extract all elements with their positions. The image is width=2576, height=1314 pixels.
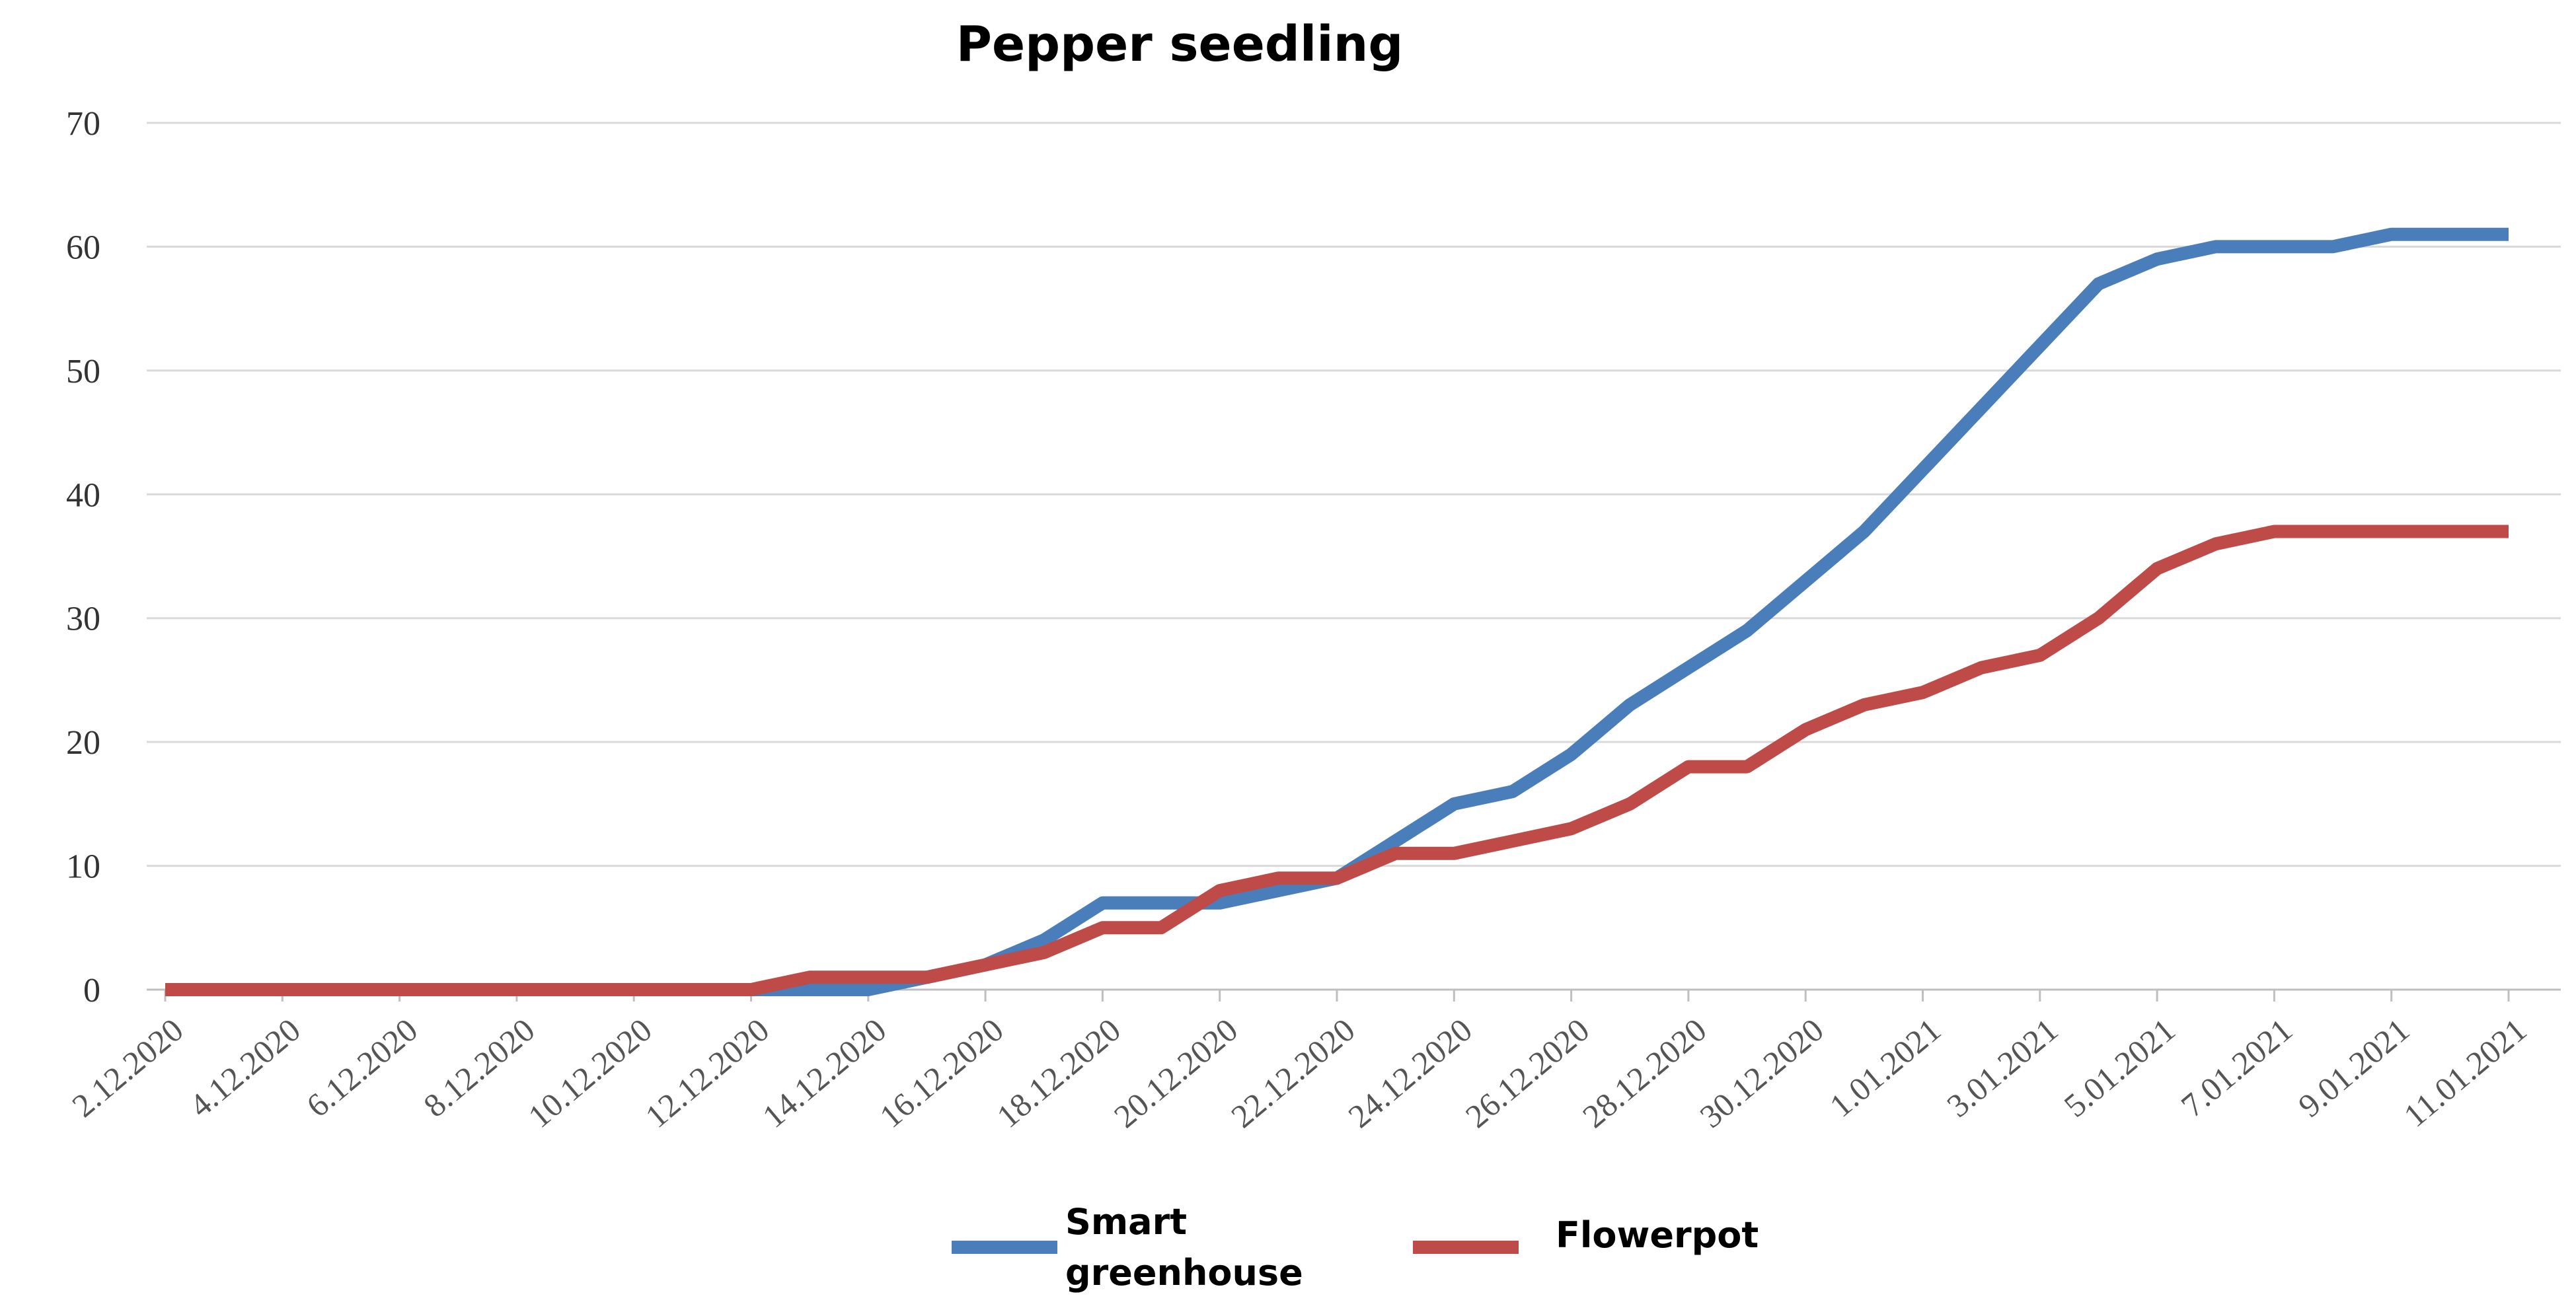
y-tick-label-50: 50 <box>66 353 100 390</box>
x-tick-label-15: 1.01.2021 <box>1823 1011 1948 1124</box>
gridlines <box>147 122 2561 867</box>
legend-item-smart-greenhouse: Smart greenhouse <box>952 1201 1303 1294</box>
x-tick-label-10: 22.12.2020 <box>1224 1011 1361 1135</box>
x-tick-label-11: 24.12.2020 <box>1342 1011 1479 1135</box>
x-axis-tick-labels: 2.12.20204.12.20206.12.20208.12.202010.1… <box>65 1011 2533 1135</box>
x-tick-label-2: 6.12.2020 <box>299 1011 424 1124</box>
x-tick-label-17: 5.01.2021 <box>2057 1011 2181 1124</box>
chart-title: Pepper seedling <box>956 16 1404 73</box>
x-tick-label-18: 7.01.2021 <box>2174 1011 2299 1124</box>
x-tick-label-9: 20.12.2020 <box>1107 1011 1244 1135</box>
y-tick-label-60: 60 <box>66 229 100 266</box>
x-tick-label-1: 4.12.2020 <box>182 1011 307 1124</box>
legend-label-smart-line2: greenhouse <box>1065 1252 1303 1294</box>
x-tick-label-16: 3.01.2021 <box>1940 1011 2065 1124</box>
x-tick-label-4: 10.12.2020 <box>521 1011 658 1135</box>
series-lines <box>165 227 2509 996</box>
y-tick-label-20: 20 <box>66 724 100 762</box>
y-tick-label-40: 40 <box>66 476 100 514</box>
y-tick-label-0: 0 <box>83 972 100 1009</box>
x-tick-label-8: 18.12.2020 <box>990 1011 1127 1135</box>
x-tick-label-0: 2.12.2020 <box>65 1011 190 1124</box>
legend-item-flowerpot: Flowerpot <box>1413 1214 1759 1256</box>
y-tick-label-10: 10 <box>66 848 100 886</box>
legend-label-smart-line1: Smart <box>1065 1201 1187 1243</box>
legend-label-flowerpot: Flowerpot <box>1556 1214 1759 1256</box>
series-line-flowerpot <box>165 525 2509 996</box>
x-tick-label-20: 11.01.2021 <box>2397 1011 2534 1134</box>
y-axis-tick-labels: 0 10 20 30 40 50 60 70 <box>66 105 100 1009</box>
x-tick-label-13: 28.12.2020 <box>1575 1011 1713 1135</box>
x-tick-label-7: 16.12.2020 <box>872 1011 1010 1135</box>
x-tick-label-6: 14.12.2020 <box>755 1011 893 1135</box>
x-tick-label-12: 26.12.2020 <box>1458 1011 1596 1135</box>
y-tick-label-30: 30 <box>66 601 100 638</box>
legend: Smart greenhouse Flowerpot <box>952 1201 1759 1294</box>
x-tick-label-14: 30.12.2020 <box>1692 1011 1830 1135</box>
y-tick-label-70: 70 <box>66 105 100 143</box>
x-tick-label-5: 12.12.2020 <box>638 1011 776 1135</box>
